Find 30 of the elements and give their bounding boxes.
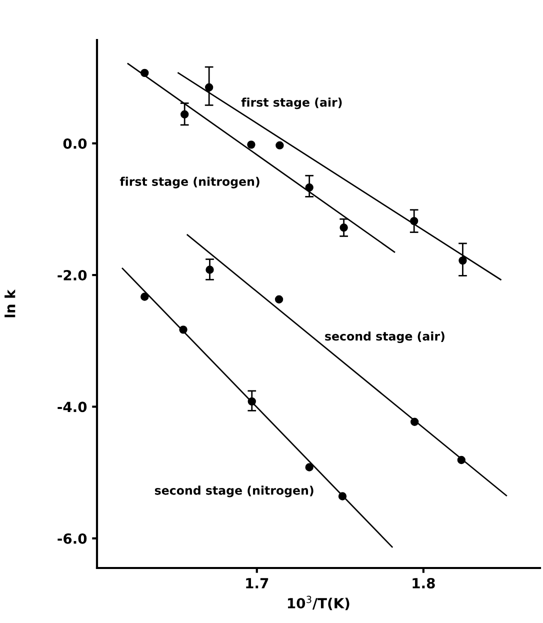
y-tick-label: -4.0 bbox=[58, 402, 87, 412]
point bbox=[206, 266, 214, 274]
point bbox=[458, 256, 467, 265]
point bbox=[410, 216, 418, 226]
y-tick-label: 0.0 bbox=[63, 138, 87, 149]
point bbox=[305, 183, 314, 192]
point bbox=[140, 68, 149, 78]
annotation: first stage (air) bbox=[241, 98, 342, 110]
point bbox=[247, 140, 256, 149]
annotation: second stage (nitrogen) bbox=[154, 486, 314, 498]
point bbox=[140, 292, 149, 301]
point bbox=[340, 224, 348, 232]
point bbox=[338, 492, 347, 500]
annotation: first stage (nitrogen) bbox=[120, 176, 260, 188]
x-axis-title: 10$^{3}$/T(K) bbox=[288, 596, 350, 610]
y-tick-label: -6.0 bbox=[58, 533, 87, 544]
point bbox=[204, 83, 214, 92]
point bbox=[179, 326, 188, 334]
point bbox=[180, 110, 189, 118]
x-tick-label: 1.7 bbox=[246, 578, 268, 588]
point bbox=[276, 141, 284, 150]
point bbox=[248, 397, 256, 406]
y-axis-title: ln k bbox=[4, 289, 16, 318]
y-tick-label: -2.0 bbox=[58, 270, 87, 281]
point bbox=[305, 463, 314, 472]
point bbox=[457, 456, 466, 464]
x-tick-label: 1.8 bbox=[412, 578, 435, 588]
annotation: second stage (air) bbox=[325, 332, 444, 344]
point bbox=[274, 295, 284, 304]
point bbox=[410, 418, 419, 426]
